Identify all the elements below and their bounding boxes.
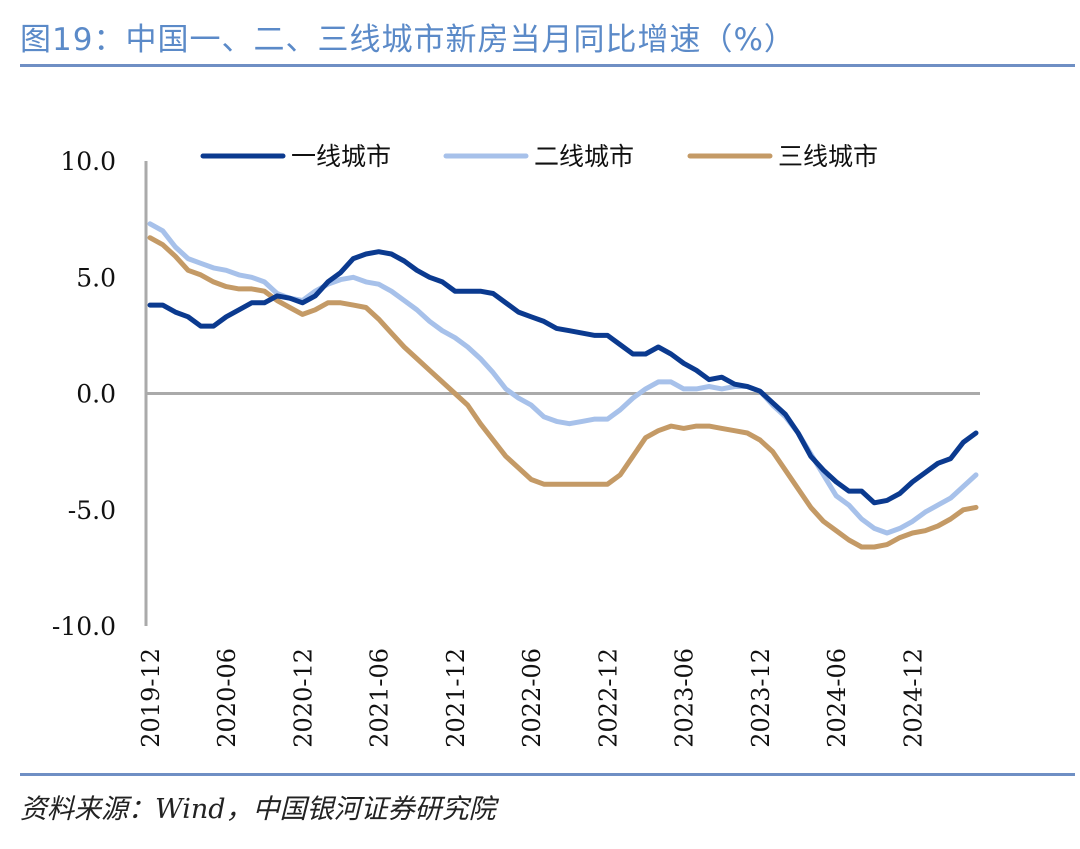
- x-tick-label: 2023-12: [747, 648, 775, 748]
- title-divider: [20, 64, 1075, 67]
- x-tick-label: 2021-06: [366, 648, 394, 748]
- y-tick-label: 5.0: [76, 263, 116, 292]
- source-divider: [20, 773, 1075, 776]
- x-axis-ticks: 2019-12 2020-06 2020-12 2021-06 2021-12 2022-…: [137, 648, 927, 748]
- legend-label-1: 一线城市: [291, 142, 391, 171]
- chart-axes: [144, 161, 980, 626]
- series-line-3: [147, 235, 979, 550]
- x-tick-label: 2020-06: [213, 648, 241, 748]
- y-tick-label: 10.0: [60, 147, 116, 176]
- x-tick-label: 2019-12: [137, 648, 165, 748]
- line-chart: 10.0 5.0 0.0 -5.0 -10.0 2019-12 2020-06 2020-1…: [52, 142, 980, 748]
- legend-label-2: 二线城市: [534, 142, 634, 171]
- x-tick-label: 2024-12: [899, 648, 927, 748]
- legend-label-3: 三线城市: [778, 142, 878, 171]
- x-tick-label: 2024-06: [823, 648, 851, 748]
- source-note: 资料来源：Wind，中国银河证券研究院: [20, 794, 496, 825]
- legend: 一线城市 二线城市 三线城市: [200, 142, 878, 171]
- series-lines: [147, 221, 979, 550]
- x-tick-label: 2021-12: [442, 648, 470, 748]
- x-tick-label: 2022-12: [594, 648, 622, 748]
- y-tick-label: -10.0: [52, 612, 116, 641]
- series-line-1: [147, 249, 979, 506]
- x-tick-label: 2020-12: [289, 648, 317, 748]
- y-tick-label: 0.0: [76, 380, 116, 409]
- x-tick-label: 2023-06: [671, 648, 699, 748]
- chart-title: 图19：中国一、二、三线城市新房当月同比增速（%）: [20, 22, 796, 58]
- x-tick-label: 2022-06: [518, 648, 546, 748]
- y-axis-ticks: 10.0 5.0 0.0 -5.0 -10.0: [52, 147, 116, 641]
- y-tick-label: -5.0: [68, 496, 116, 525]
